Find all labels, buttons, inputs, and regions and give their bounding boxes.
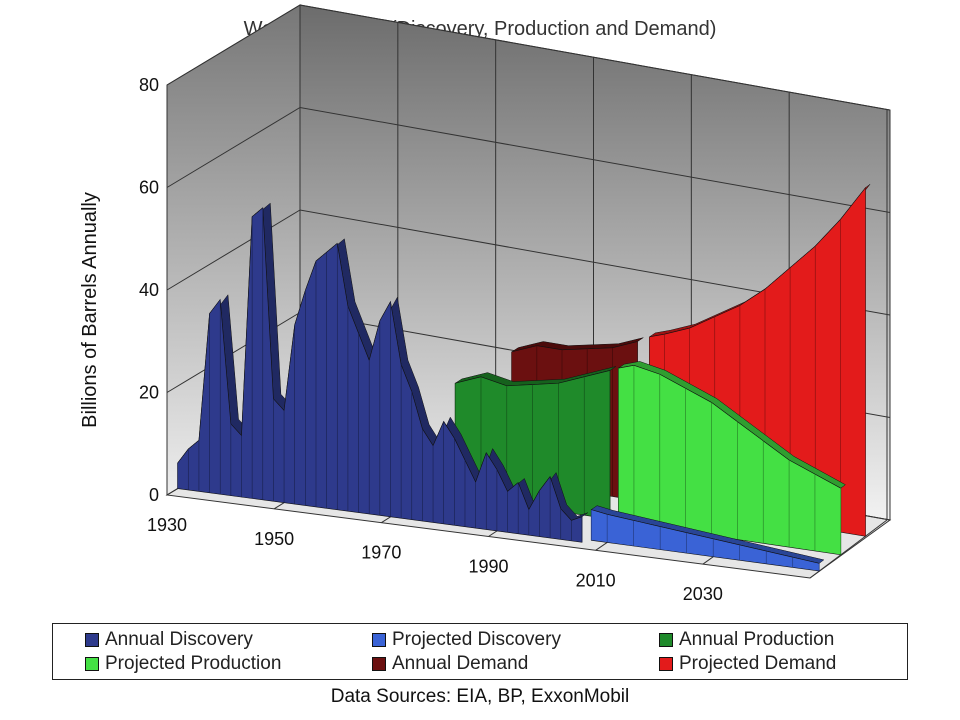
x-tick-label: 2030 bbox=[683, 584, 723, 604]
data-sources-note: Data Sources: EIA, BP, ExxonMobil bbox=[330, 686, 630, 707]
legend-label: Annual Production bbox=[679, 629, 835, 650]
y-tick-label: 0 bbox=[149, 485, 159, 505]
x-tick-label: 1970 bbox=[361, 543, 401, 563]
y-tick-label: 20 bbox=[139, 383, 159, 403]
legend-label: Annual Demand bbox=[392, 653, 529, 674]
legend-swatch bbox=[372, 633, 386, 647]
legend-label: Projected Discovery bbox=[392, 629, 561, 650]
legend-swatch bbox=[372, 657, 386, 671]
series-annual-discovery bbox=[177, 202, 589, 543]
x-tick-label: 1990 bbox=[468, 557, 508, 577]
legend-item-projected-demand: Projected Demand bbox=[659, 652, 941, 676]
x-tick-label: 1930 bbox=[147, 515, 187, 535]
x-tick-label: 2010 bbox=[576, 570, 616, 590]
legend-swatch bbox=[659, 657, 673, 671]
legend-item-projected-production: Projected Production bbox=[85, 652, 372, 676]
series-layer bbox=[177, 184, 871, 572]
chart-legend: Annual Discovery Projected Discovery Ann… bbox=[52, 623, 908, 680]
legend-item-annual-production: Annual Production bbox=[659, 628, 941, 652]
axis-layer: 0 20 40 60 80 1930 1950 1970 1990 2010 2030 bbox=[139, 75, 723, 604]
x-tick-label: 1950 bbox=[254, 529, 294, 549]
floor-gridline bbox=[809, 519, 888, 579]
y-axis-label: Billions of Barrels Annually bbox=[79, 192, 101, 428]
legend-item-annual-discovery: Annual Discovery bbox=[85, 628, 372, 652]
legend-swatch bbox=[659, 633, 673, 647]
y-tick-label: 80 bbox=[139, 75, 159, 95]
chart-plot: 0 20 40 60 80 1930 1950 1970 1990 2010 2030 Billio… bbox=[79, 4, 892, 604]
legend-item-projected-discovery: Projected Discovery bbox=[372, 628, 659, 652]
legend-item-annual-demand: Annual Demand bbox=[372, 652, 659, 676]
legend-swatch bbox=[85, 657, 99, 671]
legend-swatch bbox=[85, 633, 99, 647]
legend-label: Projected Demand bbox=[679, 653, 837, 674]
series-projected-discovery bbox=[590, 505, 825, 572]
y-tick-label: 60 bbox=[139, 178, 159, 198]
series-projected-production bbox=[618, 361, 846, 556]
legend-label: Annual Discovery bbox=[105, 629, 253, 650]
legend-label: Projected Production bbox=[105, 653, 282, 674]
y-tick-label: 40 bbox=[139, 280, 159, 300]
